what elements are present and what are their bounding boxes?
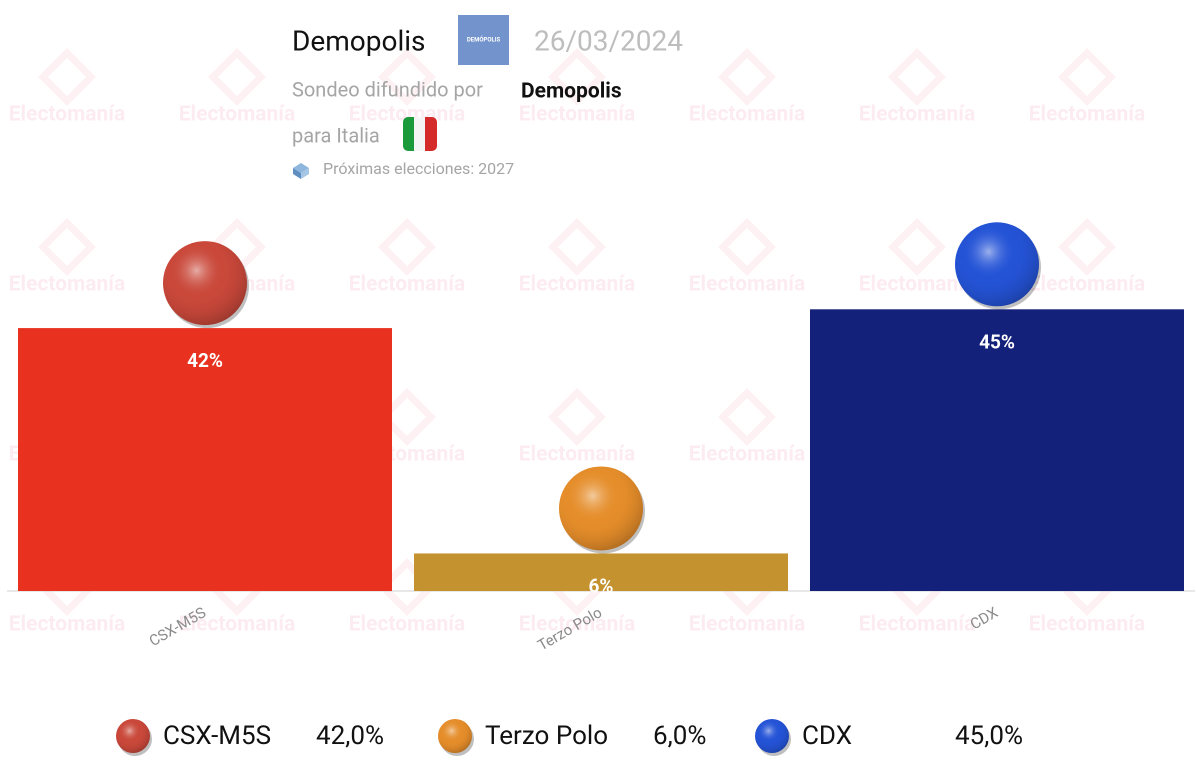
watermark: Electomanía [179,613,296,637]
legend-label: CDX [802,721,852,751]
watermark: Electomanía [1029,103,1146,127]
marker-shine [116,719,150,753]
watermark-icon [1058,218,1116,276]
marker-shine [438,719,472,753]
watermark: Electomanía [519,613,636,637]
watermark: Electomanía [859,103,976,127]
marker-shine [755,719,789,753]
watermark: Electomanía [349,613,466,637]
watermark: Electomanía [689,613,806,637]
watermark: Electomanía [689,273,806,297]
watermark: Electomanía [859,613,976,637]
legend-label: Terzo Polo [485,721,608,751]
legend-value: 42,0% [316,721,384,751]
watermark-icon [378,48,436,106]
watermark-icon [718,48,776,106]
watermark-icon [1058,48,1116,106]
subtitle: Sondeo difundido por [292,77,483,101]
watermark: Electomanía [1029,273,1146,297]
watermark-icon [888,48,946,106]
watermark: Electomanía [1029,613,1146,637]
watermark: Electomanía [9,273,126,297]
value-label: 6% [589,574,614,597]
watermark-icon [548,48,606,106]
watermark: Electomanía [689,443,806,467]
watermark-icon [718,388,776,446]
watermark: Electomanía [9,613,126,637]
logo-text: DEMÓPOLIS [467,37,501,44]
region: para Italia [292,123,380,147]
flag [403,117,437,151]
source: Demopolis [521,80,622,104]
bar [414,553,788,591]
bar [810,309,1184,591]
ballot-icon [293,163,309,179]
next-election: Próximas elecciones: 2027 [323,159,514,178]
legend-value: 6,0% [653,721,706,751]
marker-shine [163,241,247,326]
marker-shine [559,466,643,551]
logo [458,15,509,65]
watermark: Electomanía [9,103,126,127]
watermark-icon [378,218,436,276]
watermark-icon [38,48,96,106]
watermark-icon [38,218,96,276]
watermark: Electomanía [859,273,976,297]
watermark: Electomanía [689,103,806,127]
watermark: Electomanía [519,273,636,297]
watermark-icon [208,48,266,106]
bar [18,328,392,591]
legend-label: CSX-M5S [163,721,271,751]
watermark-icon [888,218,946,276]
watermark-icon [548,388,606,446]
value-label: 45% [979,330,1015,353]
date: 26/03/2024 [534,24,683,57]
watermark: Electomanía [519,103,636,127]
legend-value: 45,0% [955,721,1023,751]
marker-shine [955,222,1039,307]
watermark: Electomanía [349,273,466,297]
value-label: 42% [187,349,223,372]
watermark: Electomanía [179,103,296,127]
watermark-icon [548,218,606,276]
chart-title: Demopolis [292,24,426,57]
watermark: Electomanía [519,443,636,467]
watermark-icon [718,218,776,276]
